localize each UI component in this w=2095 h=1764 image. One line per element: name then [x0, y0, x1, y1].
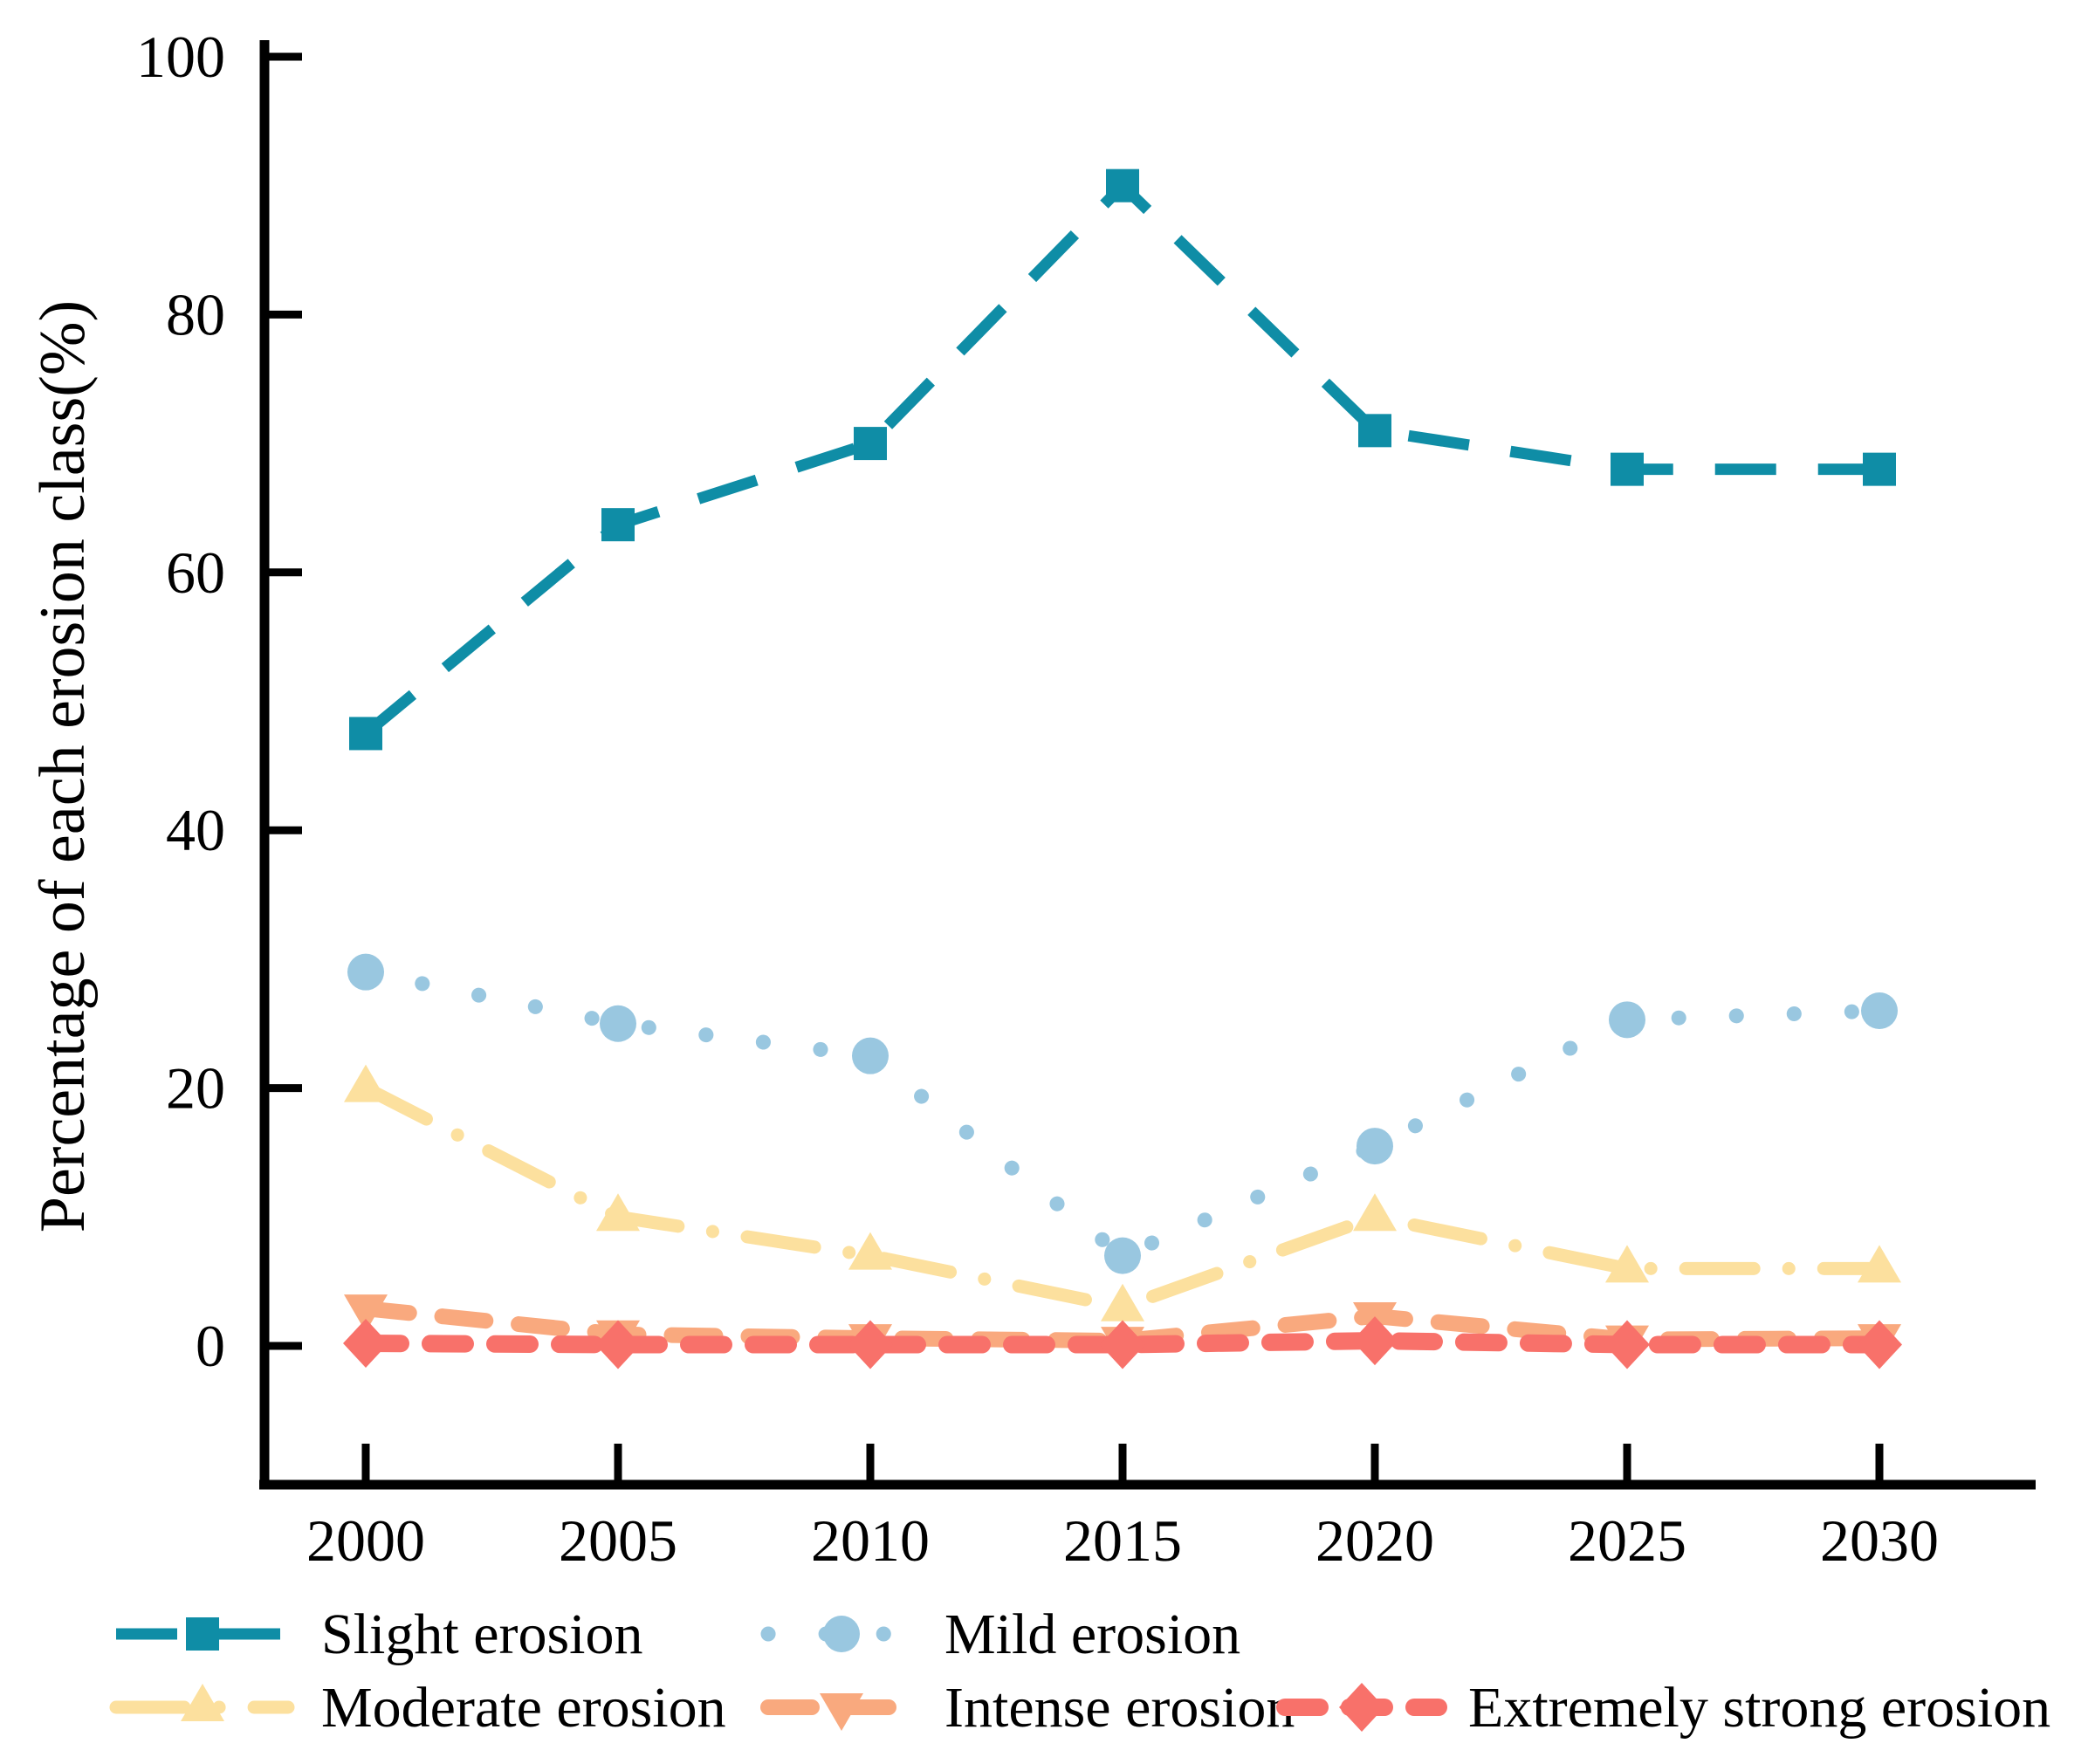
series-square — [349, 168, 1896, 751]
y-tick-label: 0 — [196, 1313, 225, 1379]
legend-triangle-up-icon — [181, 1684, 224, 1721]
data-point — [1104, 1237, 1141, 1274]
legend-item: Extremely strong erosion — [1276, 1676, 2050, 1740]
data-point — [1863, 452, 1896, 486]
data-point — [349, 717, 382, 751]
data-point — [1358, 414, 1391, 448]
y-axis-title: Percentage of each erosion class(%) — [27, 300, 99, 1232]
legend: Slight erosion Mild erosion Moderate erosi… — [109, 1603, 2050, 1740]
data-point — [1353, 1193, 1397, 1232]
y-tick-label: 80 — [166, 281, 225, 347]
legend-item: Intense erosion — [760, 1676, 1295, 1740]
x-tick-label: 2005 — [559, 1507, 677, 1574]
data-point — [848, 1232, 892, 1270]
y-tick-label: 20 — [166, 1055, 225, 1122]
y-tick-label: 40 — [166, 797, 225, 863]
legend-triangle-down-icon — [820, 1693, 863, 1731]
legend-label: Intense erosion — [944, 1676, 1295, 1740]
x-tick-label: 2010 — [811, 1507, 930, 1574]
y-tick-label: 100 — [136, 24, 225, 90]
data-point — [595, 1320, 641, 1369]
y-axis: 0 20 40 60 80 100 Percentage of each erosion … — [27, 24, 302, 1489]
data-point — [1106, 168, 1139, 202]
data-point — [1609, 1001, 1645, 1039]
y-ticks: 0 20 40 60 80 100 — [136, 24, 302, 1379]
data-point — [1100, 1320, 1145, 1369]
x-tick-label: 2015 — [1063, 1507, 1182, 1574]
series-line — [361, 177, 1879, 738]
legend-square-icon — [186, 1617, 219, 1651]
x-axis: 2000 2005 2010 2015 2020 2025 2030 — [259, 1444, 2036, 1574]
x-ticks: 2000 2005 2010 2015 2020 2025 2030 — [306, 1444, 1939, 1574]
data-point — [596, 1193, 640, 1232]
data-point — [1861, 992, 1898, 1029]
legend-label: Slight erosion — [321, 1603, 643, 1666]
series-triangle-up — [344, 1064, 1901, 1321]
data-point — [343, 1319, 388, 1369]
legend-item: Moderate erosion — [109, 1676, 726, 1740]
legend-circle-icon — [823, 1616, 860, 1652]
x-tick-label: 2030 — [1820, 1507, 1939, 1574]
data-point — [854, 427, 887, 461]
data-point — [1357, 1128, 1393, 1165]
data-point — [1101, 1283, 1144, 1321]
data-point — [852, 1037, 889, 1074]
data-point — [344, 1064, 388, 1102]
series-line — [359, 1081, 1886, 1314]
data-point — [848, 1320, 893, 1369]
data-point — [1352, 1316, 1398, 1366]
data-point — [1611, 452, 1644, 486]
series-diamond — [343, 1316, 1902, 1369]
legend-item: Mild erosion — [760, 1603, 1240, 1666]
data-point — [1604, 1320, 1650, 1369]
legend-label: Mild erosion — [944, 1603, 1240, 1666]
x-tick-label: 2000 — [306, 1507, 425, 1574]
data-point — [344, 1294, 388, 1333]
data-point — [1858, 1245, 1901, 1283]
data-point — [347, 953, 384, 991]
data-point — [601, 508, 635, 542]
data-point — [600, 1005, 636, 1042]
legend-item: Slight erosion — [116, 1603, 643, 1666]
data-point — [1857, 1320, 1902, 1369]
series-circle — [347, 953, 1898, 1274]
y-tick-label: 60 — [166, 539, 225, 606]
x-tick-label: 2025 — [1568, 1507, 1686, 1574]
data-point — [1605, 1245, 1649, 1283]
x-tick-label: 2020 — [1315, 1507, 1434, 1574]
legend-diamond-icon — [1339, 1683, 1384, 1732]
series-line — [358, 964, 1887, 1265]
legend-label: Extremely strong erosion — [1468, 1676, 2050, 1740]
series-lines — [343, 168, 1902, 1369]
legend-label: Moderate erosion — [321, 1676, 726, 1740]
